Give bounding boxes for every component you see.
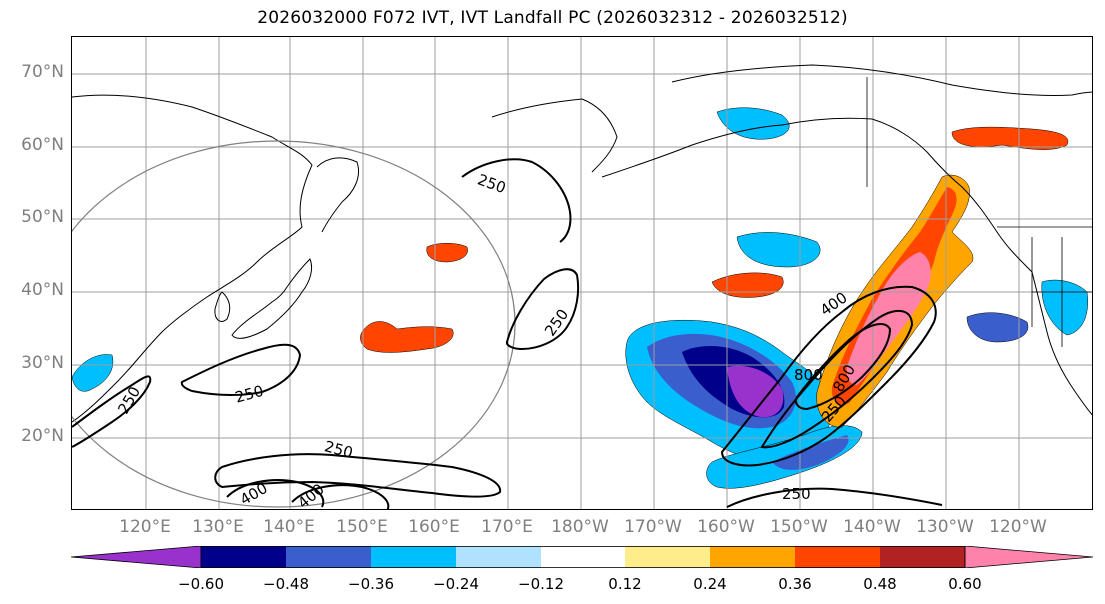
colorbar-tick: 0.60: [948, 575, 982, 593]
us-state-borders: [1031, 237, 1092, 347]
positive-patch-hudson: [951, 126, 1069, 150]
negative-anomaly-south-core: [772, 435, 849, 470]
map-panel: 250 250 250 250 250 250 400 400 400 800 …: [71, 36, 1093, 510]
positive-patch-central: [711, 272, 784, 298]
coastlines: [72, 64, 1092, 423]
reference-circle: [72, 140, 516, 508]
colorbar-segment: [371, 546, 456, 568]
contour-250-north-pacific: [461, 158, 572, 243]
lon-label-170e: 170°E: [481, 517, 533, 537]
contour-250-east-pacific: [720, 285, 937, 467]
lat-label-40n: 40°N: [21, 280, 64, 300]
lon-label-180w: 180°W: [551, 517, 609, 537]
lon-label-160w: 160°W: [697, 517, 755, 537]
colorbar-segment: [880, 546, 965, 568]
korea-coastline: [214, 291, 231, 322]
contour-label: 800: [794, 366, 823, 384]
colorbar-segment: [795, 546, 880, 568]
contour-400-east-pacific: [760, 309, 914, 449]
contour-label: 400: [817, 288, 851, 319]
lon-label-170w: 170°W: [624, 517, 682, 537]
lon-label-140w: 140°W: [843, 517, 901, 537]
contour-250-west: [72, 375, 152, 448]
contour-label: 250: [541, 306, 572, 340]
lon-label-140e: 140°E: [263, 517, 315, 537]
arctic-coastline: [671, 64, 1092, 96]
contour-label: 250: [782, 485, 811, 503]
lon-label-160e: 160°E: [408, 517, 460, 537]
colorbar-extend-min: [71, 546, 202, 568]
negative-patch-california: [966, 312, 1029, 343]
contour-400-south: [226, 479, 325, 508]
kamchatka-coastline: [316, 157, 359, 233]
colorbar-extend-max: [964, 546, 1093, 568]
lat-label-50n: 50°N: [21, 207, 64, 227]
colorbar-segment: [201, 546, 286, 568]
lat-label-20n: 20°N: [21, 426, 64, 446]
colorbar-tick: −0.24: [433, 575, 479, 593]
colorbar-tick: −0.12: [518, 575, 564, 593]
contour-250-japan: [180, 343, 302, 396]
colorbar-tick: −0.36: [348, 575, 394, 593]
colorbar-tick: −0.48: [263, 575, 309, 593]
political-borders: [866, 77, 1092, 347]
positive-patch-west-pacific: [360, 321, 454, 353]
filled-anomaly-layer: [72, 107, 1088, 489]
lon-label-150e: 150°E: [336, 517, 388, 537]
colorbar-tick: −0.60: [178, 575, 224, 593]
negative-patch-bering: [716, 107, 790, 140]
lon-label-130e: 130°E: [192, 517, 244, 537]
negative-patch-gulf: [736, 232, 821, 268]
north-america-west-coast: [1031, 271, 1092, 416]
contour-400-southeast: [291, 484, 390, 509]
map-title: 2026032000 F072 IVT, IVT Landfall PC (20…: [257, 8, 848, 28]
lon-label-130w: 130°W: [916, 517, 974, 537]
asia-coastline: [72, 94, 313, 423]
colorbar-segment: [625, 546, 710, 568]
colorbar-segment: [456, 546, 541, 568]
colorbar-tick: 0.48: [863, 575, 897, 593]
contour-250-southeast: [726, 487, 943, 508]
chukotka-coastline: [491, 98, 618, 173]
positive-anomaly-band-peak: [846, 252, 931, 385]
contour-label: 250: [322, 437, 354, 462]
alaska-coastline: [601, 117, 1033, 273]
negative-anomaly-peak: [727, 365, 784, 418]
colorbar-segment: [541, 546, 625, 568]
colorbar-frame: [200, 546, 966, 568]
colorbar-tick: 0.24: [693, 575, 727, 593]
colorbar-segment: [286, 546, 371, 568]
contour-label: 250: [114, 383, 144, 417]
positive-patch-north-pacific: [426, 243, 468, 263]
lat-label-70n: 70°N: [21, 62, 64, 82]
ivt-contours: [72, 158, 943, 509]
negative-patch-west-coast: [1041, 279, 1088, 336]
colorbar: [71, 546, 1093, 568]
colorbar-tick: 0.12: [608, 575, 642, 593]
colorbar-tick: 0.36: [778, 575, 812, 593]
negative-patch-asia: [72, 354, 114, 392]
contour-label: 250: [475, 170, 508, 197]
contour-label: 250: [233, 382, 265, 407]
colorbar-segment: [710, 546, 795, 568]
contour-250-central: [505, 268, 580, 351]
lon-label-150w: 150°W: [770, 517, 828, 537]
lat-label-30n: 30°N: [21, 353, 64, 373]
contour-250-south: [214, 453, 502, 498]
japan-coastline: [231, 258, 313, 339]
lon-label-120e: 120°E: [119, 517, 171, 537]
graticule: [72, 37, 1092, 509]
map-canvas: 250 250 250 250 250 250 400 400 400 800 …: [72, 37, 1092, 509]
contour-800-east-pacific: [795, 323, 892, 411]
lon-label-120w: 120°W: [989, 517, 1047, 537]
lat-label-60n: 60°N: [21, 135, 64, 155]
